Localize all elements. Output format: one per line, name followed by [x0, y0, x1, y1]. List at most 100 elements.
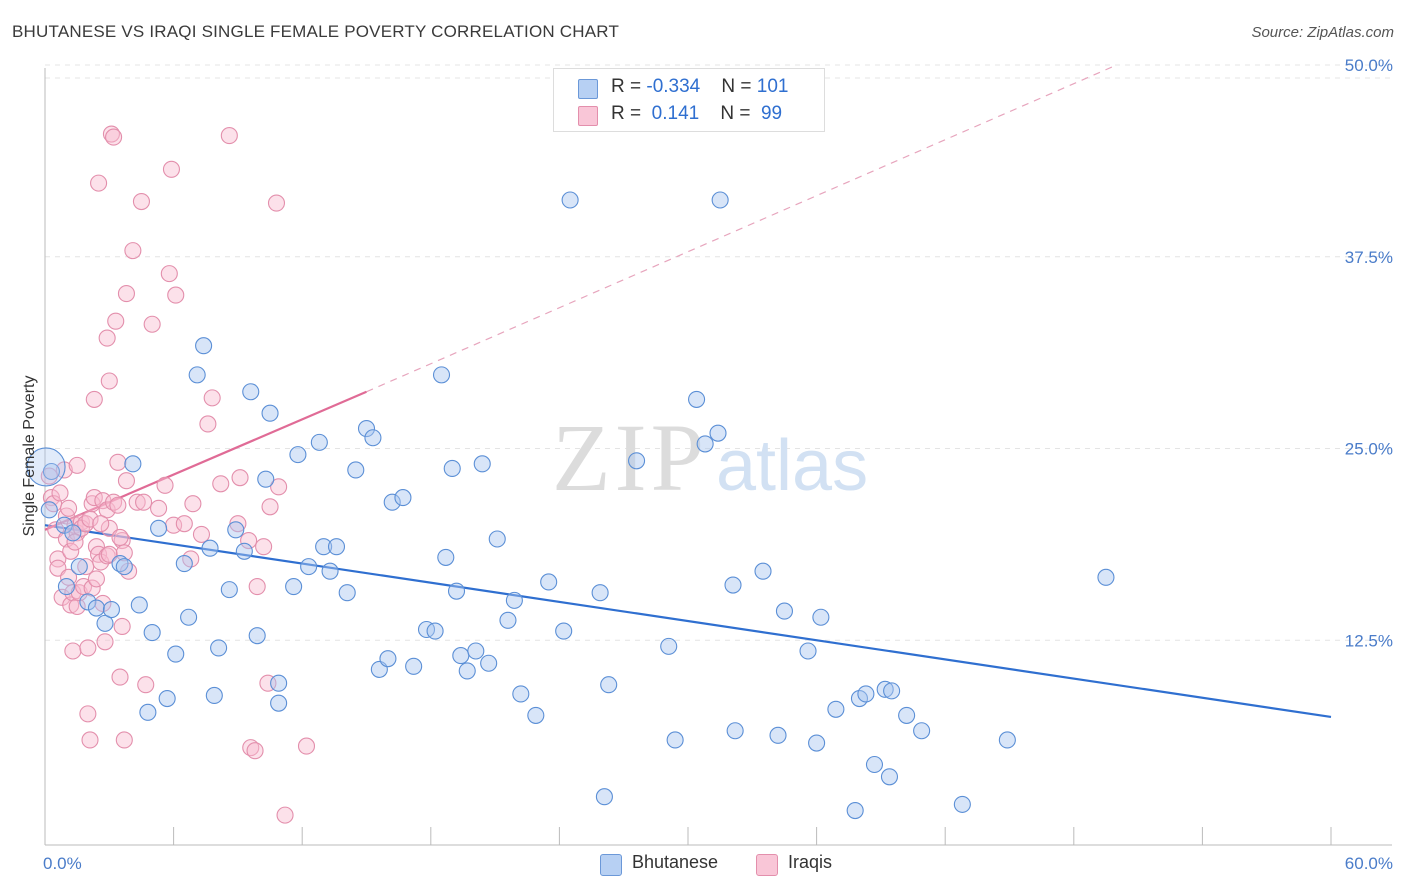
bhutanese-point [600, 676, 618, 694]
bhutanese-point [158, 689, 176, 708]
iraqis-point [248, 578, 266, 596]
iraqis-point [240, 531, 258, 550]
iraqis-point [68, 597, 86, 616]
bhutanese-point [880, 768, 899, 786]
y-tick-label: 50.0% [1345, 56, 1393, 75]
iraqis-point [267, 194, 286, 212]
bhutanese-point [270, 694, 288, 712]
watermark-zip: ZIP [552, 404, 708, 511]
iraqis-point [231, 469, 249, 487]
bhutanese-point [808, 734, 826, 752]
iraqis-point [150, 499, 168, 517]
iraqis-point [156, 476, 174, 494]
iraqis-point [113, 617, 131, 635]
watermark-atlas: atlas [716, 426, 868, 506]
bhutanese-point [139, 703, 157, 721]
y-tick-label: 12.5% [1345, 631, 1393, 650]
iraqis-point [81, 731, 99, 749]
series-bhutanese [26, 191, 1115, 820]
bhutanese-point [898, 706, 916, 724]
bhutanese-point [417, 620, 436, 639]
iraqis-point [85, 390, 103, 408]
bhutanese-point [220, 581, 238, 599]
iraqis-point [79, 639, 97, 657]
bhutanese-point [443, 459, 461, 477]
iraqis-point [107, 312, 125, 330]
legend-n-label: N = [721, 76, 757, 97]
legend-swatch-iraqis [756, 854, 778, 876]
iraqis-point [96, 633, 114, 651]
bhutanese-point [321, 562, 339, 580]
bhutanese-point [480, 654, 498, 672]
bhutanese-point [143, 624, 161, 642]
bhutanese-point [70, 558, 88, 576]
bhutanese-point [347, 461, 365, 479]
trend-line-iraqis-extension [366, 64, 1117, 393]
bhutanese-point [64, 524, 82, 542]
iraqis-point [135, 493, 153, 511]
iraqis-point [117, 285, 135, 303]
bhutanese-point [953, 795, 971, 813]
bhutanese-point [666, 731, 684, 749]
legend-swatch-iraqis [578, 106, 598, 126]
bhutanese-point [210, 639, 228, 657]
bhutanese-point [499, 611, 517, 629]
bhutanese-point [724, 576, 742, 594]
bhutanese-point [452, 647, 470, 665]
legend-r-value: -0.334 [646, 76, 701, 97]
bhutanese-point [96, 614, 114, 632]
bhutanese-point [175, 554, 193, 573]
bhutanese-point [447, 582, 466, 600]
bhutanese-point [87, 599, 105, 617]
bhutanese-point [857, 685, 875, 703]
iraqis-point [117, 472, 135, 490]
bhutanese-point [150, 519, 168, 537]
bhutanese-point [79, 593, 97, 611]
bhutanese-point [660, 637, 678, 655]
legend-label-iraqis: Iraqis [788, 852, 833, 872]
bhutanese-point [338, 584, 356, 602]
iraqis-point [220, 127, 238, 145]
iraqis-point [203, 389, 221, 407]
iraqis-point [105, 128, 123, 146]
correlation-legend: R = -0.334 N = 101 R = 0.141 N = 99 [553, 68, 825, 132]
bhutanese-point [130, 596, 148, 614]
bhutanese-point [115, 558, 133, 576]
iraqis-point [199, 415, 217, 433]
bhutanese-point [696, 435, 714, 453]
iraqis-point [60, 499, 78, 517]
legend-r-value: 0.141 [646, 103, 700, 124]
bhutanese-point [827, 700, 845, 718]
bhutanese-point [248, 627, 266, 645]
bhutanese-point [709, 424, 727, 442]
x-tick-label: 60.0% [1345, 854, 1393, 873]
bhutanese-point [711, 191, 729, 209]
iraqis-point [109, 496, 127, 514]
iraqis-point [87, 570, 105, 588]
bhutanese-point [865, 755, 884, 774]
iraqis-point [62, 542, 80, 560]
bhutanese-point [913, 722, 931, 740]
axes [44, 68, 1392, 846]
trend-lines [44, 64, 1332, 719]
chart-source: Source: ZipAtlas.com [1251, 24, 1394, 41]
bhutanese-point [242, 383, 260, 401]
y-tick-label: 37.5% [1345, 248, 1393, 267]
iraqis-point [297, 737, 316, 755]
bhutanese-point [591, 584, 609, 602]
legend-swatch-bhutanese [600, 854, 622, 876]
iraqis-point [115, 731, 133, 749]
iraqis-point [83, 579, 101, 597]
bhutanese-point [555, 622, 573, 640]
legend-n-label: N = [720, 103, 756, 124]
series-iraqis [40, 125, 316, 824]
legend-swatch-bhutanese [578, 79, 598, 99]
bhutanese-point [775, 602, 794, 620]
iraqis-point [132, 192, 150, 211]
iraqis-point [64, 642, 82, 660]
bhutanese-point [846, 801, 864, 820]
iraqis-point [40, 467, 58, 485]
bhutanese-point [405, 657, 423, 675]
bhutanese-point [473, 455, 491, 473]
